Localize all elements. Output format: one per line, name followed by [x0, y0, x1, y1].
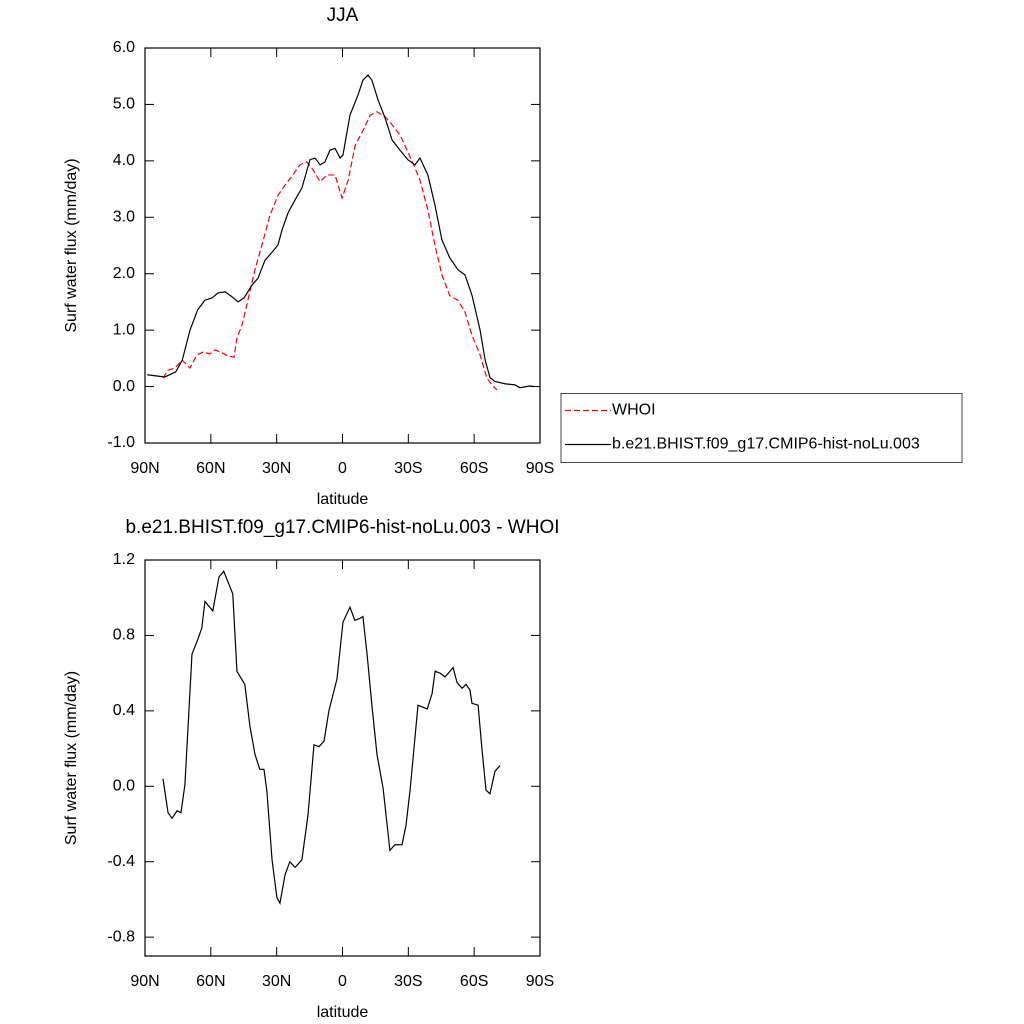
y-tick-label: -0.8 [107, 928, 135, 945]
x-tick-label: 0 [338, 460, 347, 477]
x-tick-label: 30S [394, 460, 422, 477]
data-line [147, 74, 535, 389]
x-tick-label: 90N [130, 460, 159, 477]
x-tick-label: 30S [394, 973, 422, 990]
x-axis-label: latitude [317, 491, 369, 508]
y-tick-label: 0.8 [113, 627, 135, 644]
y-axis-label: Surf water flux (mm/day) [63, 671, 80, 845]
y-tick-label: 3.0 [113, 209, 135, 226]
y-tick-label: 5.0 [113, 96, 135, 113]
y-tick-label: 0.4 [113, 702, 135, 719]
y-tick-label: 4.0 [113, 152, 135, 169]
legend-label: b.e21.BHIST.f09_g17.CMIP6-hist-noLu.003 [612, 436, 920, 453]
y-tick-label: -1.0 [107, 434, 135, 451]
x-tick-label: 60S [460, 973, 488, 990]
x-tick-label: 90N [130, 973, 159, 990]
y-tick-label: 2.0 [113, 265, 135, 282]
x-tick-label: 60N [196, 973, 225, 990]
x-tick-label: 30N [262, 460, 291, 477]
y-tick-label: -0.4 [107, 853, 135, 870]
y-tick-label: 1.0 [113, 321, 135, 338]
y-tick-label: 6.0 [113, 39, 135, 56]
plot-frame [144, 47, 541, 444]
y-tick-label: 0.0 [113, 778, 135, 795]
x-tick-label: 60N [196, 460, 225, 477]
y-axis-label: Surf water flux (mm/day) [63, 158, 80, 332]
chart-title: b.e21.BHIST.f09_g17.CMIP6-hist-noLu.003 … [125, 517, 559, 538]
y-tick-label: 0.0 [113, 378, 135, 395]
legend: WHOI b.e21.BHIST.f09_g17.CMIP6-hist-noLu.… [560, 393, 963, 463]
x-tick-label: 90S [526, 973, 554, 990]
x-tick-label: 0 [338, 973, 347, 990]
data-line [162, 111, 498, 391]
x-tick-label: 60S [460, 460, 488, 477]
chart-title: JJA [327, 5, 359, 26]
data-line [162, 570, 501, 905]
x-tick-label: 90S [526, 460, 554, 477]
x-axis-label: latitude [317, 1004, 369, 1021]
y-tick-label: 1.2 [113, 551, 135, 568]
plot-frame [144, 559, 541, 957]
legend-box [560, 393, 963, 463]
legend-label: WHOI [612, 402, 656, 419]
x-tick-label: 30N [262, 973, 291, 990]
